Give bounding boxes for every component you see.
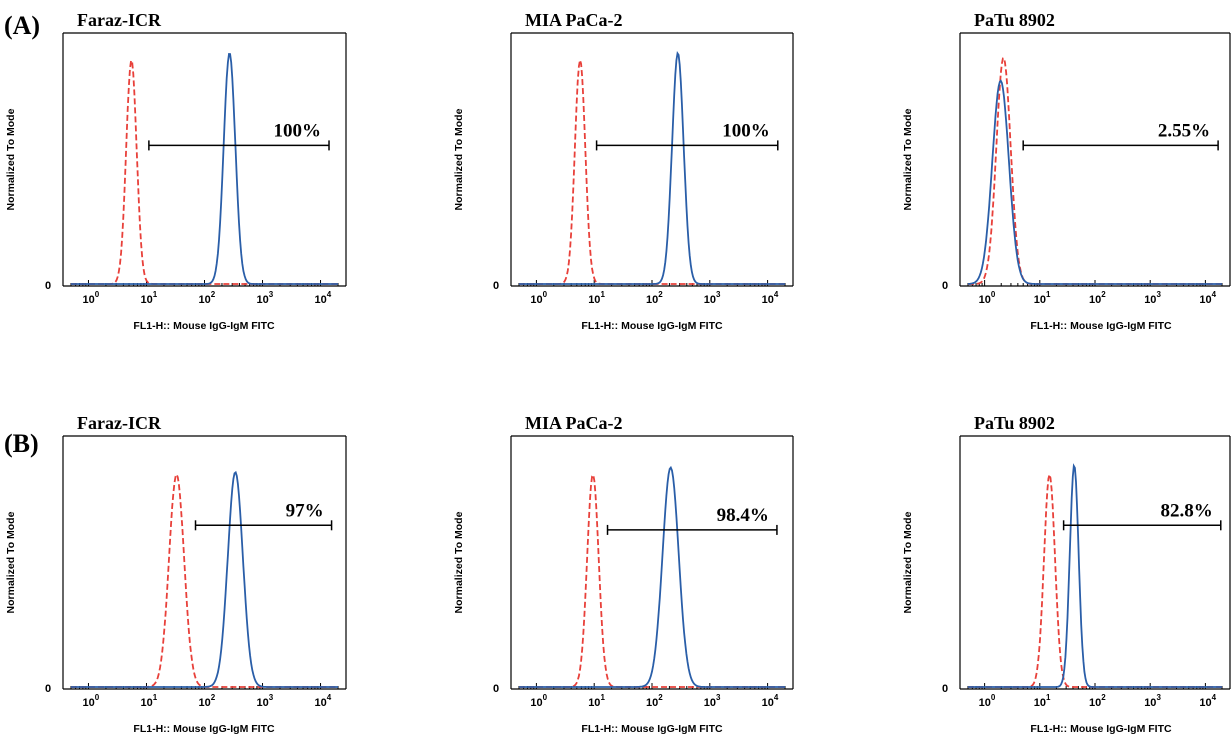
control-histogram [71, 57, 338, 285]
x-tick-label: 103 [257, 693, 274, 709]
x-tick-label: 101 [1034, 290, 1051, 306]
y-axis-label: Normalized To Mode [453, 108, 465, 210]
gate-percentage: 82.8% [1161, 500, 1213, 521]
gate-percentage: 100% [274, 120, 322, 141]
control-histogram [968, 56, 1222, 285]
gate-percentage: 97% [286, 500, 324, 521]
x-tick-label: 100 [82, 693, 99, 709]
x-tick-label: 102 [646, 290, 663, 306]
sample-histogram [71, 53, 338, 285]
x-tick-label: 100 [530, 693, 547, 709]
x-tick-label: 102 [199, 693, 216, 709]
x-axis-label: FL1-H:: Mouse IgG-IgM FITC [133, 723, 275, 735]
x-axis-label: FL1-H:: Mouse IgG-IgM FITC [581, 723, 723, 735]
x-tick-label: 104 [1199, 290, 1216, 306]
plot-title: PaTu 8902 [974, 10, 1055, 30]
x-tick-label: 101 [1034, 693, 1051, 709]
y-axis-label: Normalized To Mode [902, 511, 914, 613]
plot-title: Faraz-ICR [77, 413, 162, 433]
sample-histogram [968, 463, 1222, 688]
x-tick-label: 103 [257, 290, 274, 306]
panel-label-b: (B) [4, 429, 39, 458]
x-tick-label: 102 [1089, 693, 1106, 709]
x-tick-label: 102 [646, 693, 663, 709]
x-tick-label: 103 [1144, 290, 1161, 306]
gate-percentage: 2.55% [1158, 120, 1210, 141]
y-zero-label: 0 [45, 683, 51, 695]
y-axis-label: Normalized To Mode [902, 108, 914, 210]
y-axis-label: Normalized To Mode [5, 511, 17, 613]
x-tick-label: 100 [979, 693, 996, 709]
x-tick-label: 101 [140, 290, 157, 306]
x-axis-label: FL1-H:: Mouse IgG-IgM FITC [581, 320, 723, 332]
plot-title: MIA PaCa-2 [525, 413, 623, 433]
x-tick-label: 103 [704, 693, 721, 709]
plot-title: MIA PaCa-2 [525, 10, 623, 30]
x-axis-label: FL1-H:: Mouse IgG-IgM FITC [1030, 320, 1172, 332]
y-zero-label: 0 [45, 280, 51, 292]
x-tick-label: 100 [82, 290, 99, 306]
x-tick-label: 101 [140, 693, 157, 709]
sample-histogram [519, 51, 785, 285]
control-histogram [519, 59, 785, 285]
y-zero-label: 0 [493, 683, 499, 695]
x-tick-label: 102 [199, 290, 216, 306]
x-tick-label: 101 [588, 693, 605, 709]
y-zero-label: 0 [942, 683, 948, 695]
plot-title: PaTu 8902 [974, 413, 1055, 433]
sample-histogram [968, 79, 1222, 285]
x-tick-label: 104 [762, 693, 779, 709]
x-tick-label: 102 [1089, 290, 1106, 306]
panel-label-a: (A) [4, 11, 40, 40]
x-tick-label: 104 [762, 290, 779, 306]
y-axis-label: Normalized To Mode [5, 108, 17, 210]
x-axis-label: FL1-H:: Mouse IgG-IgM FITC [133, 320, 275, 332]
x-tick-label: 104 [315, 693, 332, 709]
x-tick-label: 104 [315, 290, 332, 306]
x-tick-label: 103 [704, 290, 721, 306]
x-tick-label: 100 [530, 290, 547, 306]
plot-title: Faraz-ICR [77, 10, 162, 30]
x-axis-label: FL1-H:: Mouse IgG-IgM FITC [1030, 723, 1172, 735]
gate-percentage: 98.4% [717, 505, 769, 526]
x-tick-label: 103 [1144, 693, 1161, 709]
x-tick-label: 101 [588, 290, 605, 306]
x-tick-label: 100 [979, 290, 996, 306]
sample-histogram [71, 470, 338, 688]
y-axis-label: Normalized To Mode [453, 511, 465, 613]
sample-histogram [519, 465, 785, 688]
y-zero-label: 0 [493, 280, 499, 292]
x-tick-label: 104 [1199, 693, 1216, 709]
y-zero-label: 0 [942, 280, 948, 292]
gate-percentage: 100% [722, 120, 770, 141]
